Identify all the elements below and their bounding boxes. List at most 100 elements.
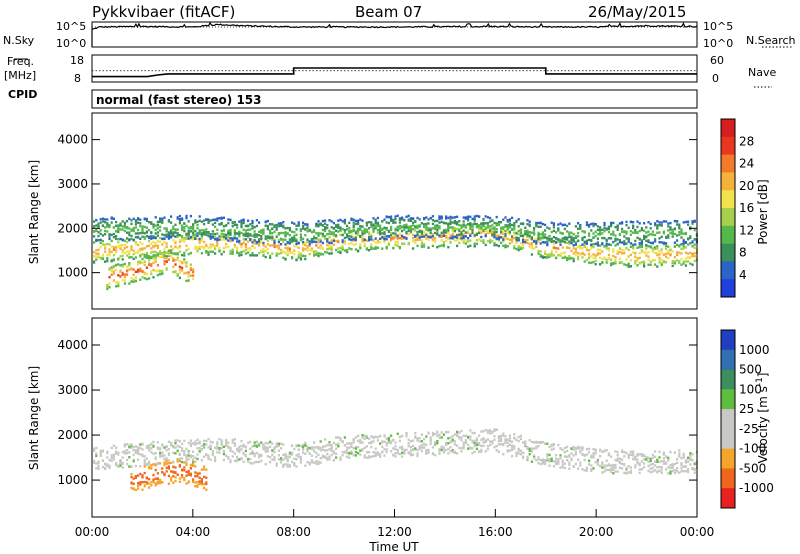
scatter-cell: [330, 449, 333, 453]
scatter-cell: [403, 448, 406, 452]
scatter-cell: [273, 230, 276, 233]
scatter-cell: [231, 225, 234, 228]
scatter-cell: [671, 463, 674, 466]
scatter-cell: [145, 226, 148, 229]
scatter-cell: [570, 447, 573, 450]
scatter-cell: [196, 485, 199, 488]
scatter-cell: [412, 221, 415, 224]
scatter-cell: [117, 245, 120, 248]
scatter-cell: [660, 471, 663, 474]
scatter-cell: [407, 214, 410, 218]
scatter-cell: [150, 264, 153, 267]
scatter-cell: [222, 250, 225, 253]
scatter-cell: [381, 450, 384, 454]
scatter-cell: [537, 441, 540, 444]
scatter-cell: [167, 482, 170, 485]
scatter-cell: [121, 249, 124, 252]
scatter-cell: [315, 446, 318, 449]
scatter-cell: [346, 446, 349, 449]
scatter-cell: [357, 227, 360, 231]
scatter-cell: [517, 218, 520, 221]
scatter-cell: [152, 268, 155, 272]
scatter-cell: [145, 457, 148, 460]
scatter-cell: [137, 452, 140, 455]
scatter-cell: [242, 228, 245, 231]
scatter-cell: [326, 248, 329, 251]
scatter-cell: [310, 446, 313, 449]
scatter-cell: [163, 216, 166, 219]
nsearch-label: N.Search: [746, 34, 796, 47]
scatter-cell: [511, 237, 514, 240]
scatter-cell: [332, 232, 335, 235]
scatter-cell: [370, 225, 373, 228]
scatter-cell: [110, 217, 113, 220]
scatter-cell: [403, 226, 406, 229]
scatter-cell: [104, 466, 107, 470]
scatter-cell: [207, 251, 210, 254]
scatter-cell: [240, 221, 243, 224]
scatter-cell: [156, 227, 159, 230]
scatter-cell: [667, 234, 670, 237]
scatter-cell: [398, 218, 401, 221]
scatter-cell: [207, 221, 210, 224]
scatter-cell: [335, 239, 338, 243]
scatter-cell: [449, 446, 452, 449]
scatter-cell: [152, 223, 155, 226]
scatter-cell: [414, 238, 417, 242]
scatter-cell: [214, 218, 217, 221]
scatter-cell: [478, 441, 481, 445]
scatter-cell: [211, 236, 214, 239]
scatter-cell: [491, 233, 494, 237]
scatter-cell: [110, 273, 113, 276]
scatter-cell: [504, 216, 507, 219]
scatter-cell: [603, 224, 606, 227]
scatter-cell: [409, 452, 412, 455]
scatter-cell: [493, 438, 496, 441]
scatter-cell: [420, 245, 423, 248]
scatter-cell: [530, 241, 533, 245]
scatter-cell: [475, 437, 478, 440]
scatter-cell: [185, 265, 188, 268]
scatter-cell: [266, 251, 269, 255]
scatter-cell: [189, 225, 192, 229]
scatter-cell: [392, 439, 395, 442]
scatter-cell: [471, 439, 474, 443]
scatter-cell: [407, 243, 410, 246]
scatter-cell: [132, 445, 135, 449]
scatter-cell: [148, 228, 151, 232]
scatter-cell: [97, 239, 100, 242]
scatter-cell: [275, 226, 278, 230]
scatter-cell: [332, 221, 335, 225]
scatter-cell: [484, 215, 487, 218]
scatter-cell: [673, 241, 676, 244]
scatter-cell: [416, 448, 419, 452]
scatter-cell: [233, 234, 236, 237]
scatter-cell: [242, 443, 245, 446]
scatter-cell: [93, 235, 96, 238]
scatter-cell: [489, 440, 492, 443]
scatter-cell: [627, 456, 630, 460]
scatter-cell: [482, 430, 485, 433]
scatter-cell: [381, 220, 384, 223]
scatter-cell: [123, 239, 126, 242]
scatter-cell: [623, 451, 626, 454]
scatter-cell: [513, 222, 516, 225]
scatter-cell: [506, 445, 509, 448]
scatter-cell: [170, 254, 173, 258]
scatter-cell: [139, 267, 142, 271]
scatter-cell: [264, 245, 267, 248]
scatter-cell: [473, 441, 476, 445]
scatter-cell: [104, 462, 107, 465]
scatter-cell: [170, 215, 173, 218]
scatter-cell: [416, 231, 419, 234]
scatter-cell: [117, 230, 120, 234]
scatter-cell: [317, 238, 320, 241]
scatter-cell: [678, 449, 681, 452]
scatter-cell: [693, 220, 696, 223]
scatter-cell: [596, 248, 599, 251]
scatter-cell: [396, 240, 399, 243]
scatter-cell: [669, 228, 672, 232]
scatter-cell: [605, 240, 608, 243]
scatter-cell: [508, 449, 511, 452]
scatter-cell: [326, 224, 329, 227]
